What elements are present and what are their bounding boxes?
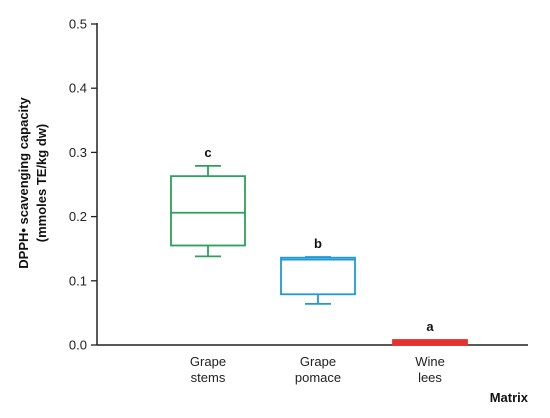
box	[170, 175, 246, 247]
category-label: lees	[418, 370, 442, 385]
significance-letter: a	[426, 319, 434, 334]
category-label: Grape	[300, 354, 336, 369]
y-tick-label: 0.0	[69, 338, 87, 353]
y-tick-label: 0.3	[69, 145, 87, 160]
significance-letter: b	[314, 236, 322, 251]
box-group: c	[170, 145, 246, 258]
y-tick-label: 0.5	[69, 17, 87, 32]
y-tick-label: 0.1	[69, 273, 87, 288]
y-axis: 0.0 0.1 0.2 0.3 0.4 0.5	[69, 17, 98, 353]
box-group: b	[280, 236, 356, 305]
significance-letter: c	[204, 145, 211, 160]
y-tick-label: 0.2	[69, 209, 87, 224]
category-label: stems	[191, 370, 226, 385]
category-label: Wine	[415, 354, 445, 369]
category-label: pomace	[295, 370, 341, 385]
y-axis-title-line-1: DPPH• scavenging capacity	[16, 97, 31, 269]
box-series: c b a	[170, 145, 468, 346]
y-axis-title-line-2: (mmoles TE/kg dw)	[34, 124, 49, 242]
category-label: Grape	[190, 354, 226, 369]
y-tick-label: 0.4	[69, 81, 87, 96]
box	[280, 256, 356, 296]
box-group: a	[392, 319, 468, 346]
x-axis-title: Matrix	[490, 390, 529, 405]
